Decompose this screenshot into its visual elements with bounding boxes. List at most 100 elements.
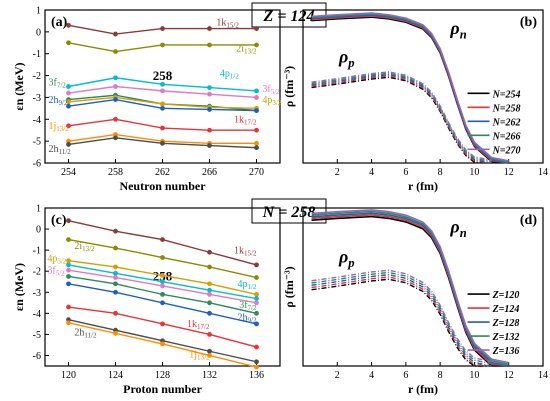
level-label: 2h11/2 xyxy=(74,327,97,339)
series-point xyxy=(113,84,118,89)
rho-p-label: ρp xyxy=(338,47,355,70)
series-point xyxy=(207,249,212,255)
level-label: 2h9/2 xyxy=(49,95,68,107)
series-point xyxy=(113,289,118,295)
series-point xyxy=(254,275,259,280)
x-tick-label: 10 xyxy=(469,167,479,178)
series-point xyxy=(160,321,165,327)
y-tick-label: -6 xyxy=(33,351,41,362)
x-tick-label: 6 xyxy=(403,370,408,381)
x-tick-label: 128 xyxy=(155,370,170,381)
level-label: 3f7/2 xyxy=(49,77,67,89)
y-axis-label: ρ (fm⁻³) xyxy=(282,266,296,307)
series-point xyxy=(113,132,118,137)
series-point xyxy=(66,304,71,310)
series-point xyxy=(207,287,212,293)
series-point xyxy=(254,310,259,316)
series-point xyxy=(207,353,212,358)
series-point xyxy=(160,255,165,260)
series-point xyxy=(160,105,165,111)
x-tick-label: 2 xyxy=(335,167,340,178)
series-point xyxy=(113,75,118,81)
y-axis-label: εn (MeV) xyxy=(12,263,26,311)
series-point xyxy=(66,103,71,109)
level-label: 4p1/2 xyxy=(220,69,239,81)
legend-entry: N=266 xyxy=(492,131,521,142)
level-label: 2h11/2 xyxy=(49,144,72,156)
center-label: 258 xyxy=(153,68,173,83)
series-point xyxy=(207,26,212,31)
legend-entry: Z=136 xyxy=(492,346,520,357)
legend-entry: Z=120 xyxy=(492,290,520,301)
x-tick-label: 262 xyxy=(155,167,170,178)
level-label: 3f5/2 xyxy=(47,265,65,277)
y-tick-label: 1 xyxy=(36,6,41,17)
neutron-density-line xyxy=(311,16,509,164)
x-tick-label: 124 xyxy=(108,370,123,381)
series-point xyxy=(160,291,165,297)
x-axis-label: r (fm) xyxy=(408,179,438,193)
series-point xyxy=(113,270,118,276)
y-tick-label: -1 xyxy=(33,246,41,257)
x-axis-label: Proton number xyxy=(123,382,202,396)
proton-density-line xyxy=(311,278,492,367)
series-point xyxy=(113,275,118,280)
series-point xyxy=(207,348,212,354)
panel-label: (c) xyxy=(51,213,67,228)
x-tick-label: 2 xyxy=(335,370,340,381)
header-top-box xyxy=(251,2,327,28)
level-label: 4p3/2 xyxy=(47,254,66,266)
series-point xyxy=(113,245,118,251)
x-tick-label: 8 xyxy=(438,370,443,381)
y-tick-label: 0 xyxy=(36,225,41,236)
series-point xyxy=(207,91,212,97)
proton-density-line xyxy=(311,276,492,367)
series-point xyxy=(66,99,71,105)
series-point xyxy=(254,296,259,301)
series-point xyxy=(66,281,71,287)
x-axis-label: r (fm) xyxy=(408,382,438,396)
x-tick-label: 4 xyxy=(369,370,374,381)
series-point xyxy=(160,273,165,278)
series-point xyxy=(254,300,259,306)
series-point xyxy=(254,95,259,100)
panel-d: 2 4 6 8 10 12 14 r (fm) ρ (fm⁻³) (d) ρn ρp Z=120 Z=12… xyxy=(282,207,548,396)
y-tick-label: -5 xyxy=(33,137,41,148)
series-point xyxy=(113,116,118,122)
series-point xyxy=(113,31,118,37)
plot-frame xyxy=(302,207,544,367)
y-axis-label: ρ (fm⁻³) xyxy=(282,66,296,107)
proton-density-line xyxy=(311,75,492,164)
series-point xyxy=(160,125,165,131)
y-tick-label: -3 xyxy=(33,288,41,299)
x-tick-label: 266 xyxy=(202,167,217,178)
level-label: 1k17/2 xyxy=(187,319,210,331)
series-point xyxy=(113,228,118,234)
panel-label: (a) xyxy=(51,15,68,30)
neutron-density-line xyxy=(311,215,509,367)
plot-frame xyxy=(302,9,544,164)
x-tick-label: 8 xyxy=(438,167,443,178)
x-tick-label: 270 xyxy=(249,167,264,178)
series-point xyxy=(66,123,71,129)
x-tick-label: 12 xyxy=(504,370,514,381)
series-point xyxy=(207,42,212,48)
series-point xyxy=(160,26,165,31)
series-point xyxy=(113,281,118,287)
proton-density-line xyxy=(311,76,492,164)
series-point xyxy=(254,26,259,31)
series-point xyxy=(207,107,212,112)
series-point xyxy=(254,108,259,113)
x-tick-label: 132 xyxy=(202,370,217,381)
series-point xyxy=(254,127,259,133)
legend-entry: Z=132 xyxy=(492,332,520,343)
x-tick-label: 258 xyxy=(108,167,123,178)
series-point xyxy=(66,320,71,326)
series-point xyxy=(113,49,118,54)
x-tick-label: 254 xyxy=(61,167,76,178)
level-label: 3f5/2 xyxy=(262,84,280,96)
level-label: 3f7/2 xyxy=(239,300,257,312)
neutron-density-line xyxy=(311,14,509,164)
y-axis-label: εn (MeV) xyxy=(12,62,26,110)
